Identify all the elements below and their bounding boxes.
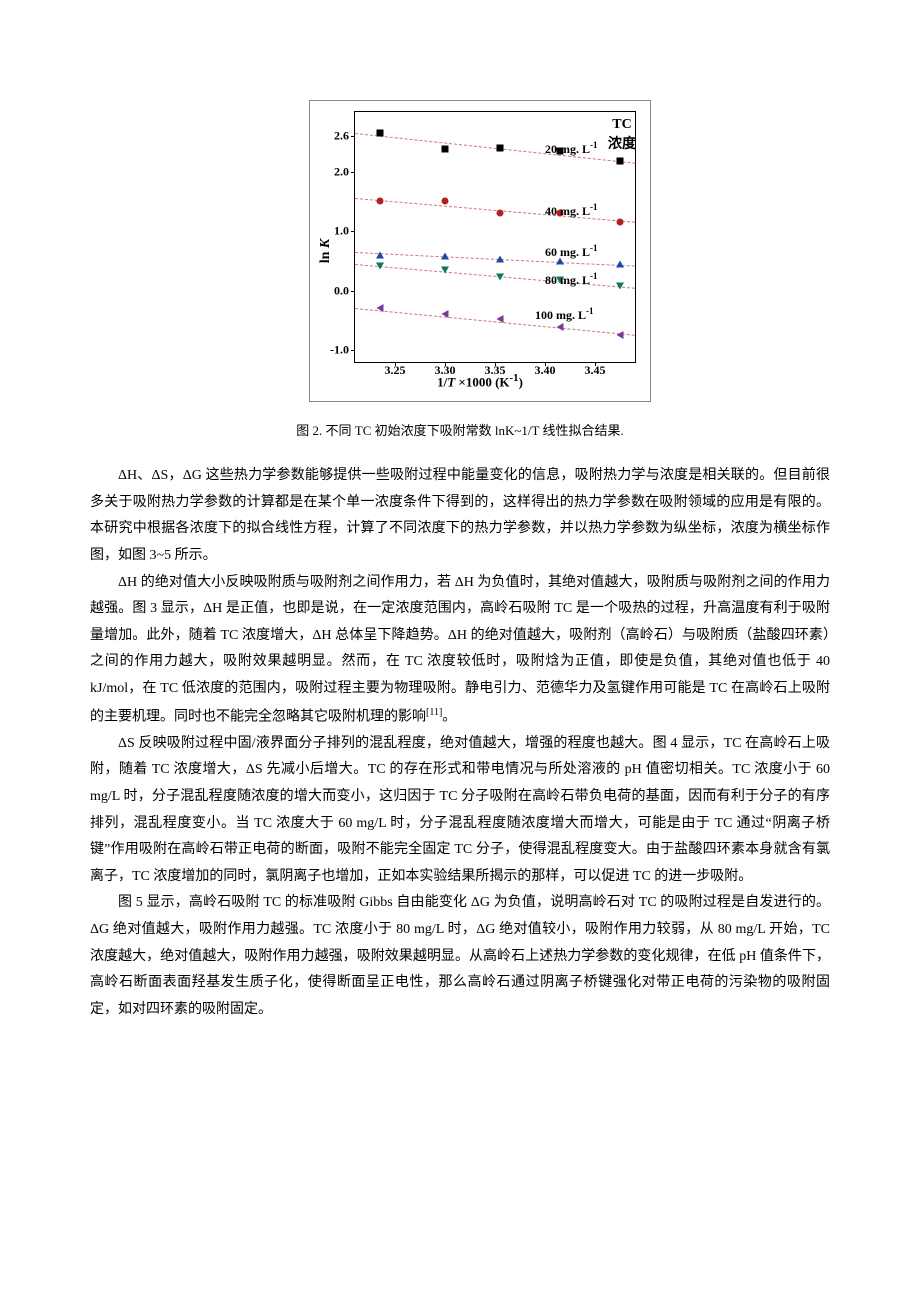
series-label: 20 mg. L-1: [545, 137, 598, 161]
data-marker: [441, 253, 449, 260]
data-marker: [496, 274, 504, 281]
series-label: 80 mg. L-1: [545, 268, 598, 292]
ytick-label: -1.0: [317, 339, 349, 362]
data-marker: [441, 266, 449, 273]
data-marker: [442, 310, 449, 318]
p2-tail: 。: [442, 709, 456, 724]
series-label: 40 mg. L-1: [545, 199, 598, 223]
paragraph-3: ΔS 反映吸附过程中固/液界面分子排列的混乱程度，绝对值越大，增强的程度也越大。…: [90, 731, 830, 891]
data-marker: [617, 331, 624, 339]
chart-plot-area: 2.62.01.00.0-1.03.253.303.353.403.4520 m…: [354, 111, 636, 363]
data-marker: [442, 198, 449, 205]
data-marker: [617, 219, 624, 226]
ytick-label: 0.0: [317, 279, 349, 302]
data-marker: [496, 256, 504, 263]
chart-box: 2.62.01.00.0-1.03.253.303.353.403.4520 m…: [309, 100, 651, 402]
paragraph-2: ΔH 的绝对值大小反映吸附质与吸附剂之间作用力，若 ΔH 为负值时，其绝对值越大…: [90, 570, 830, 731]
data-marker: [616, 260, 624, 267]
p2-text: ΔH 的绝对值大小反映吸附质与吸附剂之间作用力，若 ΔH 为负值时，其绝对值越大…: [90, 575, 830, 725]
ytick-label: 2.0: [317, 160, 349, 183]
data-marker: [377, 198, 384, 205]
y-axis-label: ln K: [313, 239, 340, 264]
x-axis-label: 1/T ×1000 (K-1): [437, 368, 523, 395]
figure-2: 2.62.01.00.0-1.03.253.303.353.403.4520 m…: [90, 100, 830, 443]
data-marker: [376, 251, 384, 258]
legend-line1: TC: [612, 117, 631, 132]
data-marker: [442, 145, 449, 152]
legend-line2: 浓度: [608, 137, 636, 152]
data-marker: [497, 315, 504, 323]
data-marker: [377, 304, 384, 312]
paragraph-1: ΔH、ΔS，ΔG 这些热力学参数能够提供一些吸附过程中能量变化的信息，吸附热力学…: [90, 463, 830, 569]
series-label: 60 mg. L-1: [545, 240, 598, 264]
data-marker: [616, 282, 624, 289]
series-label: 100 mg. L-1: [535, 303, 594, 327]
data-marker: [617, 157, 624, 164]
reference-11: [11]: [426, 707, 442, 718]
data-marker: [497, 210, 504, 217]
legend-title: TC 浓度: [608, 115, 636, 154]
paragraph-4: 图 5 显示，高岭石吸附 TC 的标准吸附 Gibbs 自由能变化 ΔG 为负值…: [90, 890, 830, 1023]
data-marker: [376, 262, 384, 269]
data-marker: [377, 129, 384, 136]
data-marker: [497, 144, 504, 151]
figure-caption: 图 2. 不同 TC 初始浓度下吸附常数 lnK~1/T 线性拟合结果.: [90, 419, 830, 444]
ytick-label: 2.6: [317, 124, 349, 147]
